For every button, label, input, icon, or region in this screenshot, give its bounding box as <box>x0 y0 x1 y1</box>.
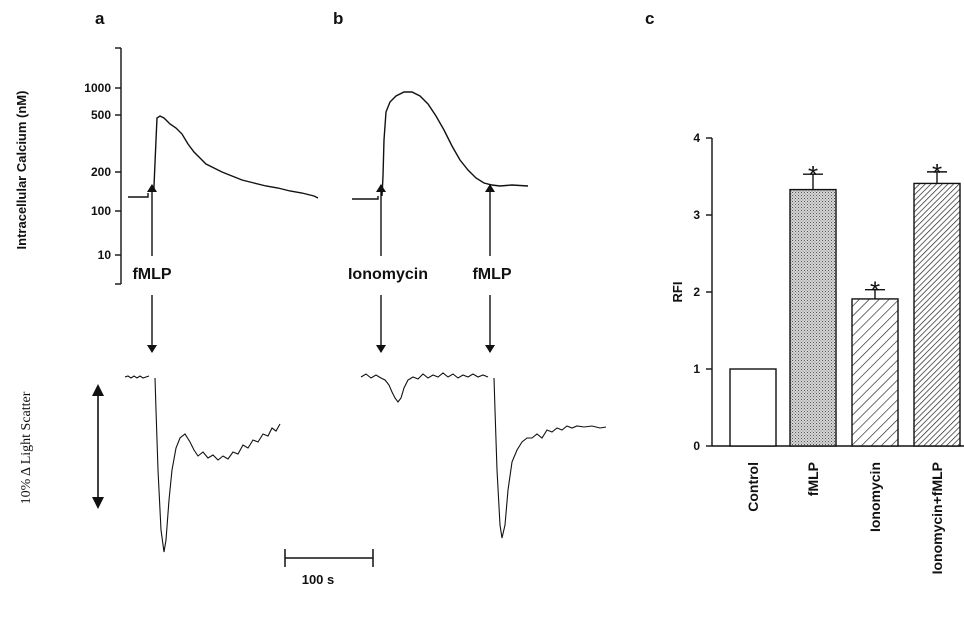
calcium-tick-10: 10 <box>98 248 112 262</box>
bar-ionomycin <box>851 298 899 447</box>
calcium-trace-b <box>352 91 529 200</box>
panel-label-c: c <box>645 9 654 28</box>
stimulus-arrows <box>147 184 495 353</box>
panel-label-b: b <box>333 9 343 28</box>
y-tick-label: 1 <box>693 362 700 376</box>
significance-marker: * <box>808 160 818 190</box>
time-scale-label: 100 s <box>302 572 335 587</box>
calcium-tick-200: 200 <box>91 165 111 179</box>
stimulus-label-ionomycin: Ionomycin <box>348 266 428 283</box>
calcium-tick-500: 500 <box>91 108 111 122</box>
panel-label-a: a <box>95 9 105 28</box>
calcium-tick-1000: 1000 <box>84 81 111 95</box>
calcium-tick-100: 100 <box>91 204 111 218</box>
stimulus-label-fmlp-b: fMLP <box>472 266 511 283</box>
significance-marker: * <box>870 276 880 306</box>
calcium-axis-title: Intracellular Calcium (nM) <box>14 91 29 250</box>
category-label: Control <box>745 462 761 512</box>
calcium-trace-a <box>128 115 319 199</box>
category-label: Ionomycin+fMLP <box>929 462 945 574</box>
significance-marker: * <box>932 158 942 188</box>
y-axis-title: RFI <box>670 282 685 303</box>
time-scale-bar <box>284 549 374 567</box>
calcium-axis: 1000 500 200 100 10 Intracellular Calciu… <box>14 47 122 285</box>
scatter-trace-b <box>360 372 607 539</box>
rfi-bar-chart: 0 1 2 3 4 * * * Control fMLP Ionomycin Ionomycin+… <box>670 131 964 574</box>
scatter-trace-a <box>124 375 281 553</box>
y-tick-label: 2 <box>693 285 700 299</box>
light-scatter-scale: 10% Δ Light Scatter <box>19 384 104 509</box>
bar-fmlp <box>789 188 837 447</box>
light-scatter-label: 10% Δ Light Scatter <box>19 391 34 504</box>
bar-ionomycin-fmlp <box>913 182 961 447</box>
y-tick-label: 3 <box>693 208 700 222</box>
bar-control <box>729 368 777 447</box>
y-tick-label: 0 <box>693 439 700 453</box>
category-label: Ionomycin <box>867 462 883 532</box>
stimulus-label-fmlp-a: fMLP <box>132 266 171 283</box>
y-tick-label: 4 <box>693 131 700 145</box>
category-label: fMLP <box>805 462 821 496</box>
